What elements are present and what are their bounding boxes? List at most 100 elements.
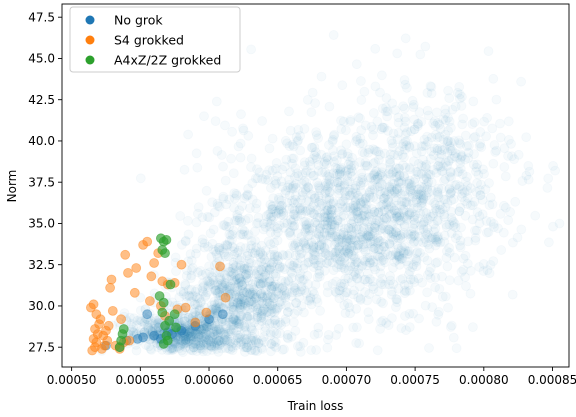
- point-no-grok: [341, 167, 351, 177]
- point-no-grok: [178, 339, 188, 349]
- point-s4-grokked: [105, 282, 115, 293]
- point-no-grok: [203, 280, 213, 290]
- x-tick-label: 0.00055: [116, 373, 166, 387]
- point-no-grok: [370, 145, 380, 155]
- point-no-grok: [290, 172, 300, 182]
- point-no-grok: [199, 335, 208, 345]
- point-no-grok: [469, 117, 479, 127]
- point-no-grok: [169, 344, 179, 354]
- point-no-grok: [434, 307, 444, 317]
- point-no-grok: [134, 336, 144, 346]
- point-no-grok: [202, 346, 212, 356]
- point-no-grok: [268, 257, 278, 267]
- point-no-grok: [386, 170, 396, 179]
- point-no-grok: [252, 306, 262, 315]
- point-no-grok: [475, 185, 485, 195]
- point-no-grok: [361, 204, 370, 214]
- point-no-grok: [281, 291, 290, 301]
- point-no-grok: [205, 328, 215, 338]
- point-no-grok: [350, 252, 360, 262]
- point-no-grok: [468, 215, 478, 224]
- point-no-grok: [252, 305, 262, 315]
- point-no-grok: [282, 218, 292, 228]
- point-no-grok: [395, 255, 405, 265]
- point-no-grok: [384, 279, 394, 289]
- point-no-grok: [362, 231, 372, 241]
- point-no-grok: [278, 208, 288, 218]
- point-no-grok: [231, 266, 241, 276]
- point-no-grok: [337, 170, 347, 180]
- point-no-grok: [369, 158, 379, 168]
- point-no-grok: [232, 248, 242, 257]
- point-no-grok: [434, 284, 444, 294]
- point-no-grok: [369, 207, 379, 217]
- point-no-grok: [322, 259, 332, 268]
- point-no-grok: [233, 334, 243, 344]
- point-no-grok: [334, 324, 344, 334]
- point-no-grok: [305, 230, 315, 240]
- point-no-grok: [409, 212, 419, 222]
- point-no-grok: [281, 136, 291, 146]
- point-no-grok: [247, 178, 257, 188]
- point-no-grok: [435, 157, 445, 167]
- point-no-grok: [295, 203, 305, 213]
- point-no-grok: [324, 182, 334, 192]
- point-no-grok: [290, 283, 300, 293]
- point-no-grok: [186, 330, 196, 340]
- point-no-grok: [218, 243, 228, 253]
- point-no-grok: [242, 333, 252, 343]
- point-no-grok: [286, 215, 295, 225]
- point-no-grok: [366, 239, 375, 249]
- point-no-grok: [550, 166, 560, 176]
- point-no-grok: [139, 328, 149, 337]
- point-no-grok: [265, 258, 275, 268]
- point-no-grok: [339, 253, 349, 263]
- point-no-grok: [301, 187, 311, 197]
- point-no-grok: [222, 272, 232, 282]
- point-no-grok: [379, 242, 389, 252]
- point-no-grok: [343, 248, 353, 258]
- point-no-grok: [414, 189, 424, 199]
- point-no-grok: [290, 163, 300, 173]
- point-no-grok: [340, 279, 349, 288]
- point-no-grok: [395, 253, 405, 263]
- point-no-grok: [316, 241, 326, 251]
- point-no-grok: [322, 202, 332, 212]
- point-no-grok: [475, 139, 485, 149]
- point-no-grok: [347, 243, 356, 253]
- point-no-grok: [232, 216, 242, 225]
- point-no-grok: [303, 279, 313, 289]
- point-no-grok: [279, 282, 289, 292]
- point-no-grok: [450, 219, 460, 229]
- point-no-grok: [358, 147, 368, 157]
- point-no-grok: [209, 303, 218, 313]
- point-no-grok: [237, 201, 247, 211]
- point-no-grok: [471, 167, 481, 176]
- point-no-grok: [252, 219, 262, 229]
- point-no-grok: [229, 168, 239, 178]
- point-no-grok: [320, 244, 330, 254]
- point-no-grok: [145, 326, 155, 336]
- point-no-grok: [367, 185, 377, 195]
- point-no-grok: [348, 289, 358, 299]
- point-no-grok: [219, 248, 229, 258]
- point-no-grok: [132, 346, 141, 356]
- point-no-grok: [230, 311, 240, 320]
- point-no-grok: [281, 317, 291, 327]
- point-no-grok: [369, 170, 379, 180]
- point-no-grok: [234, 314, 244, 324]
- point-no-grok: [453, 184, 463, 194]
- point-no-grok: [389, 213, 399, 223]
- point-no-grok: [197, 322, 207, 332]
- point-no-grok: [277, 206, 287, 216]
- point-no-grok: [450, 253, 459, 263]
- point-no-grok: [234, 265, 244, 275]
- point-no-grok: [286, 126, 296, 136]
- point-no-grok: [141, 314, 151, 324]
- point-no-grok: [334, 243, 344, 253]
- point-no-grok: [186, 326, 196, 336]
- point-no-grok: [399, 228, 409, 238]
- point-no-grok: [309, 150, 319, 160]
- point-no-grok: [329, 220, 339, 229]
- point-no-grok: [357, 232, 367, 242]
